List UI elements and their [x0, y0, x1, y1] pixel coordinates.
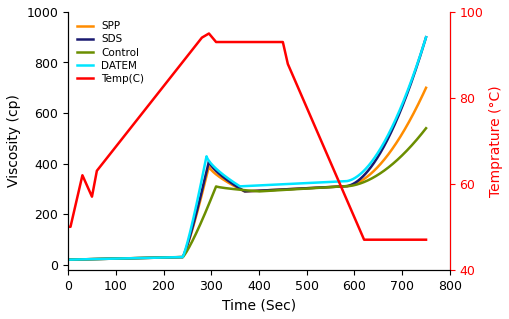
- SDS: [65, 258, 71, 262]
- DATEM: [217, 171, 223, 175]
- SDS: [377, 151, 383, 154]
- Temp(C): [205, 32, 211, 35]
- Temp(C): [360, 238, 366, 241]
- SPP: [202, 179, 208, 182]
- Temp(C): [65, 225, 71, 229]
- SPP: [65, 258, 71, 262]
- Temp(C): [415, 238, 421, 241]
- Control: [65, 258, 71, 262]
- DATEM: [202, 160, 208, 164]
- Line: SPP: SPP: [68, 88, 425, 260]
- Y-axis label: Temprature (°C): Temprature (°C): [488, 85, 502, 197]
- SDS: [217, 173, 223, 177]
- DATEM: [415, 57, 421, 61]
- SDS: [106, 257, 112, 261]
- SPP: [415, 101, 421, 105]
- X-axis label: Time (Sec): Time (Sec): [221, 298, 296, 312]
- Temp(C): [377, 238, 383, 241]
- Legend: SPP, SDS, Control, DATEM, Temp(C): SPP, SDS, Control, DATEM, Temp(C): [73, 17, 148, 88]
- Control: [377, 171, 383, 175]
- Control: [106, 257, 112, 261]
- DATEM: [422, 35, 428, 39]
- Control: [217, 186, 223, 189]
- Temp(C): [127, 127, 133, 130]
- Control: [127, 256, 133, 260]
- DATEM: [106, 257, 112, 261]
- DATEM: [65, 258, 71, 262]
- SDS: [127, 256, 133, 260]
- SPP: [127, 256, 133, 260]
- SPP: [422, 86, 428, 90]
- Control: [202, 211, 208, 214]
- Temp(C): [217, 40, 223, 44]
- SDS: [422, 35, 428, 39]
- SPP: [217, 176, 223, 180]
- SPP: [377, 162, 383, 166]
- Control: [422, 126, 428, 130]
- Line: Temp(C): Temp(C): [68, 33, 425, 240]
- SDS: [202, 174, 208, 178]
- Y-axis label: Viscosity (cp): Viscosity (cp): [7, 94, 21, 187]
- Line: SDS: SDS: [68, 37, 425, 260]
- DATEM: [377, 147, 383, 151]
- DATEM: [127, 256, 133, 260]
- Control: [415, 135, 421, 139]
- Temp(C): [202, 33, 208, 37]
- Temp(C): [422, 238, 428, 241]
- SDS: [415, 58, 421, 62]
- Line: DATEM: DATEM: [68, 37, 425, 260]
- Temp(C): [106, 153, 112, 157]
- Line: Control: Control: [68, 128, 425, 260]
- SPP: [106, 257, 112, 261]
